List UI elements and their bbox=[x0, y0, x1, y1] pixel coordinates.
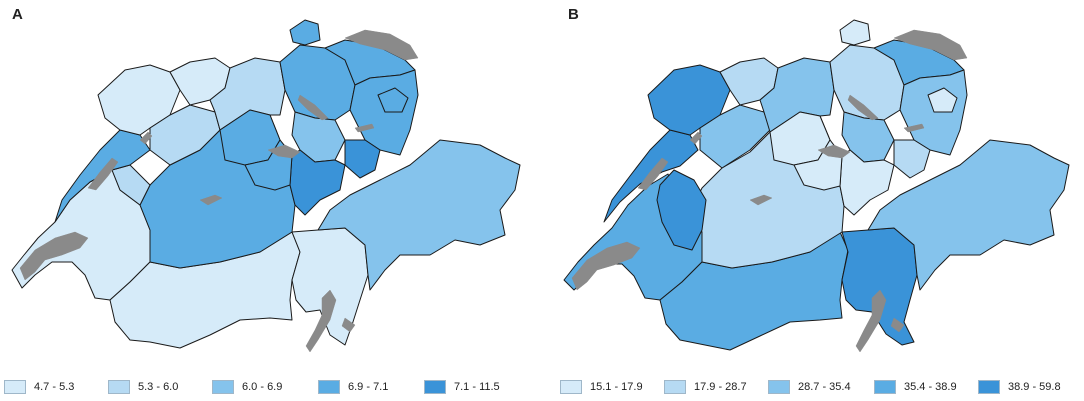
legend-item: 17.9 - 28.7 bbox=[664, 378, 747, 396]
legend-item: 15.1 - 17.9 bbox=[560, 378, 643, 396]
lake-geneva bbox=[571, 241, 641, 291]
legend-swatch bbox=[978, 380, 1000, 394]
region-graubuenden bbox=[867, 139, 1070, 291]
lake-geneva bbox=[19, 231, 89, 281]
lake-zurich bbox=[847, 94, 879, 121]
lakes bbox=[571, 29, 968, 353]
legend-item: 7.1 - 11.5 bbox=[424, 378, 500, 396]
legend-item: 6.9 - 7.1 bbox=[318, 378, 388, 396]
legend-swatch bbox=[212, 380, 234, 394]
lake-zurich bbox=[297, 94, 329, 121]
region-ticino bbox=[841, 227, 918, 346]
legend-item: 6.0 - 6.9 bbox=[212, 378, 282, 396]
map-panel-a: A bbox=[0, 6, 542, 396]
region-appenzell bbox=[377, 87, 409, 113]
region-appenzell bbox=[927, 87, 958, 113]
legend-label: 6.0 - 6.9 bbox=[242, 381, 283, 393]
legend-swatch bbox=[664, 380, 686, 394]
legend-label: 38.9 - 59.8 bbox=[1008, 381, 1061, 393]
legend-label: 5.3 - 6.0 bbox=[138, 381, 179, 393]
legend-label: 15.1 - 17.9 bbox=[590, 381, 643, 393]
lake-thun bbox=[199, 194, 223, 206]
choropleth-map bbox=[11, 19, 521, 353]
legend-swatch bbox=[108, 380, 130, 394]
legend-item: 5.3 - 6.0 bbox=[108, 378, 178, 396]
panel-label: B bbox=[568, 6, 579, 23]
lake-lugano bbox=[890, 317, 905, 333]
lake-thun bbox=[749, 194, 773, 206]
region-uri bbox=[289, 149, 346, 216]
region-ticino bbox=[291, 227, 369, 346]
legend-swatch bbox=[768, 380, 790, 394]
legend: 15.1 - 17.9 17.9 - 28.7 28.7 - 35.4 35.4… bbox=[542, 378, 1084, 396]
legend-item: 35.4 - 38.9 bbox=[874, 378, 957, 396]
legend-label: 4.7 - 5.3 bbox=[34, 381, 75, 393]
lake-neuchatel bbox=[87, 157, 119, 191]
lake-lugano bbox=[341, 317, 356, 333]
lake-biel bbox=[689, 131, 703, 145]
region-schaffhausen bbox=[839, 19, 871, 46]
region-fribourg bbox=[656, 169, 707, 251]
lakes bbox=[19, 29, 419, 353]
legend: 4.7 - 5.3 5.3 - 6.0 6.0 - 6.9 6.9 - 7.1 … bbox=[0, 378, 542, 396]
legend-label: 28.7 - 35.4 bbox=[798, 381, 851, 393]
legend-swatch bbox=[424, 380, 446, 394]
lake-walen bbox=[354, 123, 375, 133]
lake-biel bbox=[139, 131, 153, 145]
lake-constance bbox=[893, 29, 968, 61]
region-schaffhausen bbox=[289, 19, 321, 46]
lake-neuchatel bbox=[637, 157, 669, 191]
canton-regions bbox=[11, 19, 521, 349]
lake-lucerne bbox=[267, 144, 301, 159]
legend-swatch bbox=[560, 380, 582, 394]
choropleth-map bbox=[563, 19, 1070, 353]
legend-label: 35.4 - 38.9 bbox=[904, 381, 957, 393]
map-panel-b: B bbox=[542, 0, 1084, 401]
lake-constance bbox=[344, 29, 419, 61]
legend-swatch bbox=[318, 380, 340, 394]
legend-label: 7.1 - 11.5 bbox=[454, 381, 500, 393]
legend-swatch bbox=[874, 380, 896, 394]
lake-maggiore bbox=[855, 289, 887, 353]
legend-swatch bbox=[4, 380, 26, 394]
region-uri bbox=[839, 149, 895, 216]
legend-item: 4.7 - 5.3 bbox=[4, 378, 74, 396]
legend-label: 6.9 - 7.1 bbox=[348, 381, 389, 393]
legend-item: 28.7 - 35.4 bbox=[768, 378, 851, 396]
lake-lucerne bbox=[817, 144, 851, 159]
lake-maggiore bbox=[305, 289, 337, 353]
canton-regions bbox=[563, 19, 1070, 351]
legend-label: 17.9 - 28.7 bbox=[694, 381, 747, 393]
panel-label: A bbox=[12, 6, 23, 23]
lake-walen bbox=[903, 123, 925, 133]
region-graubuenden bbox=[317, 139, 521, 291]
legend-item: 38.9 - 59.8 bbox=[978, 378, 1061, 396]
